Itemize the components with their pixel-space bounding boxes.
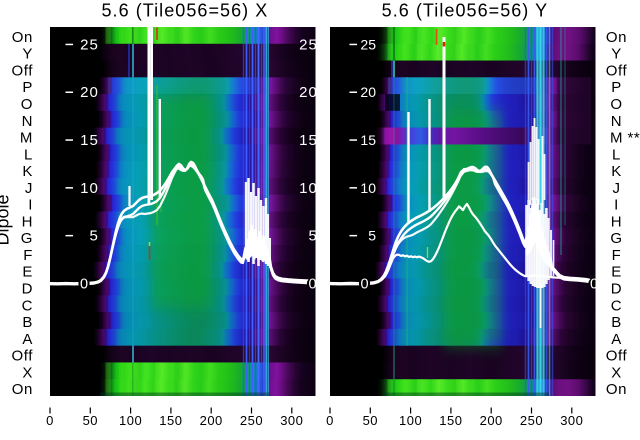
svg-text:C: C [611,297,622,314]
svg-text:0: 0 [46,413,54,428]
svg-text:C: C [22,297,33,314]
svg-text:0: 0 [80,277,88,293]
svg-text:10: 10 [299,180,318,197]
svg-text:200: 200 [200,413,223,428]
svg-text:300: 300 [560,413,583,428]
svg-text:J: J [612,180,620,197]
svg-text:100: 100 [399,413,422,428]
svg-text:20: 20 [299,84,318,101]
svg-text:50: 50 [83,413,98,428]
svg-text:L: L [612,146,621,163]
svg-text:On: On [606,29,627,46]
svg-text:0: 0 [308,277,316,293]
svg-text:100: 100 [119,413,142,428]
svg-text:150: 150 [159,413,182,428]
svg-text:50: 50 [363,413,378,428]
svg-text:J: J [25,180,33,197]
svg-text:Off: Off [11,62,33,79]
svg-text:On: On [12,29,33,46]
svg-text:D: D [22,280,33,297]
svg-text:250: 250 [240,413,263,428]
svg-text:D: D [611,280,622,297]
svg-text:20: 20 [360,84,376,100]
svg-text:10: 10 [360,180,376,196]
svg-text:E: E [611,264,622,281]
svg-text:0: 0 [590,277,598,293]
svg-text:F: F [23,247,33,264]
svg-text:5.6 (Tile056=56) Y: 5.6 (Tile056=56) Y [382,1,549,21]
svg-text:G: G [610,230,622,247]
svg-text:150: 150 [439,413,462,428]
svg-text:N: N [611,113,622,130]
svg-text:L: L [24,146,33,163]
svg-text:15: 15 [360,132,376,148]
svg-text:K: K [22,163,33,180]
svg-text:H: H [22,213,33,230]
svg-text:Off: Off [606,348,628,365]
svg-text:25: 25 [80,36,99,53]
svg-text:25: 25 [299,36,318,53]
svg-text:5: 5 [89,228,98,245]
svg-text:Off: Off [11,348,33,365]
svg-text:X: X [22,364,33,381]
svg-text:Y: Y [22,46,33,63]
svg-text:15: 15 [80,132,99,149]
svg-text:O: O [21,96,33,113]
svg-text:250: 250 [520,413,543,428]
svg-text:H: H [611,213,622,230]
svg-text:300: 300 [280,413,303,428]
svg-text:K: K [611,163,622,180]
svg-text:10: 10 [80,180,99,197]
svg-text:Dipole: Dipole [0,194,13,245]
svg-text:200: 200 [480,413,503,428]
svg-text:F: F [612,247,622,264]
svg-text:A: A [611,331,622,348]
svg-text:M: M [20,130,33,147]
svg-text:O: O [610,96,622,113]
svg-text:Y: Y [611,46,622,63]
svg-text:G: G [21,230,33,247]
svg-text:N: N [22,113,33,130]
svg-text:M: M [610,130,623,147]
svg-text:Off: Off [606,62,628,79]
svg-text:I: I [28,197,33,214]
svg-text:5: 5 [308,228,317,245]
svg-text:X: X [611,364,622,381]
svg-text:15: 15 [299,132,318,149]
svg-text:25: 25 [360,36,376,52]
svg-text:0: 0 [326,413,334,428]
svg-text:I: I [614,197,619,214]
svg-text:On: On [12,381,33,398]
svg-text:E: E [22,264,33,281]
svg-text:On: On [606,381,627,398]
svg-text:B: B [22,314,33,331]
svg-text:5.6 (Tile056=56) X: 5.6 (Tile056=56) X [101,1,268,21]
svg-text:B: B [611,314,622,331]
svg-text:**: ** [628,130,640,147]
svg-text:5: 5 [368,228,376,244]
svg-text:P: P [22,79,33,96]
svg-text:0: 0 [360,277,368,293]
svg-text:P: P [611,79,622,96]
svg-text:20: 20 [80,84,99,101]
svg-text:A: A [22,331,33,348]
